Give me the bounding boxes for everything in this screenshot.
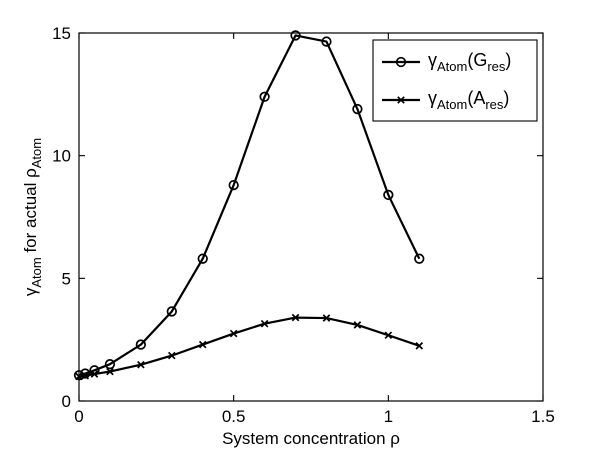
- data-point: [75, 372, 83, 381]
- data-point: [352, 103, 363, 115]
- data-point: [106, 367, 114, 376]
- data-point: [383, 189, 394, 201]
- data-point: [291, 313, 300, 322]
- data-point: [104, 359, 116, 370]
- data-point: [259, 91, 270, 102]
- y-tick-label: 0: [62, 392, 71, 411]
- series-line: [78, 34, 421, 377]
- data-point: [415, 341, 424, 350]
- data-point: [384, 331, 393, 340]
- data-point: [198, 340, 207, 349]
- y-tick-label: 5: [62, 269, 71, 288]
- x-tick-label: 1.5: [531, 407, 555, 426]
- data-point: [81, 371, 89, 380]
- legend-label: γAtom(Ares): [428, 88, 509, 112]
- series-2: [75, 313, 424, 381]
- data-point: [135, 339, 147, 350]
- legend-item-1: γAtom(Gres): [382, 50, 511, 74]
- legend-label: γAtom(Gres): [428, 50, 511, 74]
- x-axis-label: System concentration ρ: [222, 429, 400, 448]
- data-point: [197, 253, 208, 264]
- series-line: [78, 316, 420, 378]
- data-point: [90, 370, 99, 378]
- series-layer: [73, 30, 425, 381]
- data-point: [166, 306, 177, 317]
- legend-item-2: γAtom(Ares): [382, 88, 509, 112]
- data-point: [290, 30, 301, 41]
- x-tick-label: 1: [384, 407, 393, 426]
- y-tick-label: 15: [52, 24, 71, 43]
- data-point: [322, 314, 331, 322]
- x-tick-label: 0: [74, 407, 83, 426]
- data-point: [353, 321, 362, 329]
- data-point: [167, 351, 176, 360]
- y-axis-label: γAtom for actual ρAtom: [21, 138, 44, 296]
- legend-marker: [395, 56, 407, 68]
- x-tick-label: 0.5: [222, 407, 246, 426]
- series-1: [73, 30, 425, 381]
- data-point: [414, 253, 425, 264]
- legend-marker: [397, 96, 405, 104]
- data-point: [321, 36, 332, 47]
- data-point: [228, 179, 239, 191]
- data-point: [260, 319, 269, 328]
- legend-box: [372, 39, 538, 122]
- data-point: [137, 360, 145, 369]
- legend: γAtom(Gres) γAtom(Ares): [372, 39, 538, 122]
- data-point: [229, 329, 238, 338]
- y-tick-label: 10: [52, 147, 71, 166]
- plot-area: 0 0.5 1 1.5 0 5 10 15: [52, 24, 555, 426]
- axes-frame: [78, 32, 544, 402]
